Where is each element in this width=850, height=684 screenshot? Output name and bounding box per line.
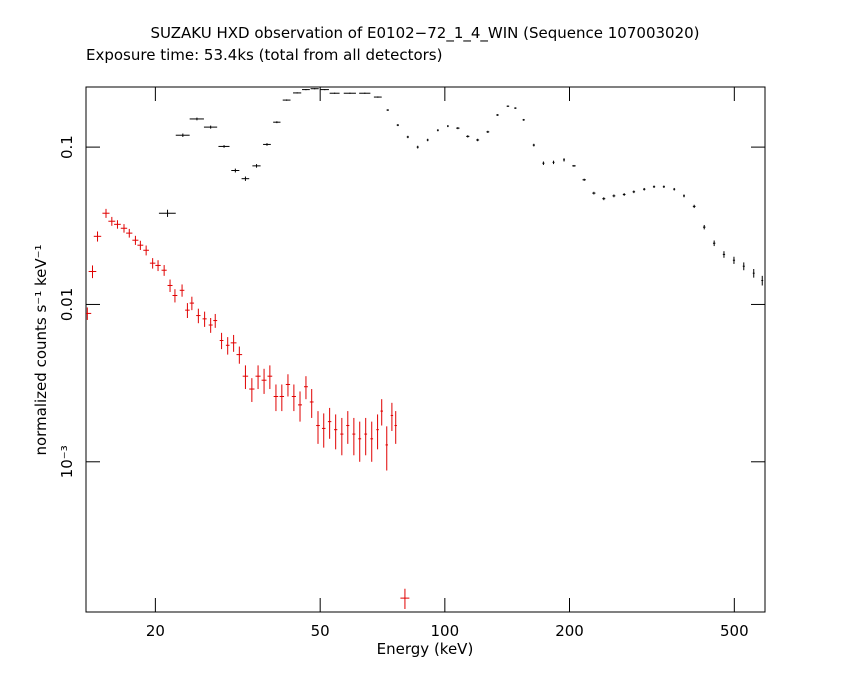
y-tick-label: 0.01	[58, 288, 76, 321]
y-axis-label: normalized counts s⁻¹ keV⁻¹	[32, 244, 50, 455]
plot-frame	[85, 86, 766, 613]
y-tick-label: 10⁻³	[58, 445, 76, 478]
x-tick-label: 100	[431, 622, 460, 640]
x-axis-label: Energy (keV)	[377, 640, 474, 658]
x-tick-label: 20	[146, 622, 165, 640]
chart-title: SUZAKU HXD observation of E0102−72_1_4_W…	[150, 24, 699, 43]
x-tick-label: 200	[555, 622, 584, 640]
chart-subtitle: Exposure time: 53.4ks (total from all de…	[86, 46, 442, 64]
x-tick-label: 500	[720, 622, 749, 640]
y-tick-label: 0.1	[58, 135, 76, 159]
x-tick-label: 50	[311, 622, 330, 640]
